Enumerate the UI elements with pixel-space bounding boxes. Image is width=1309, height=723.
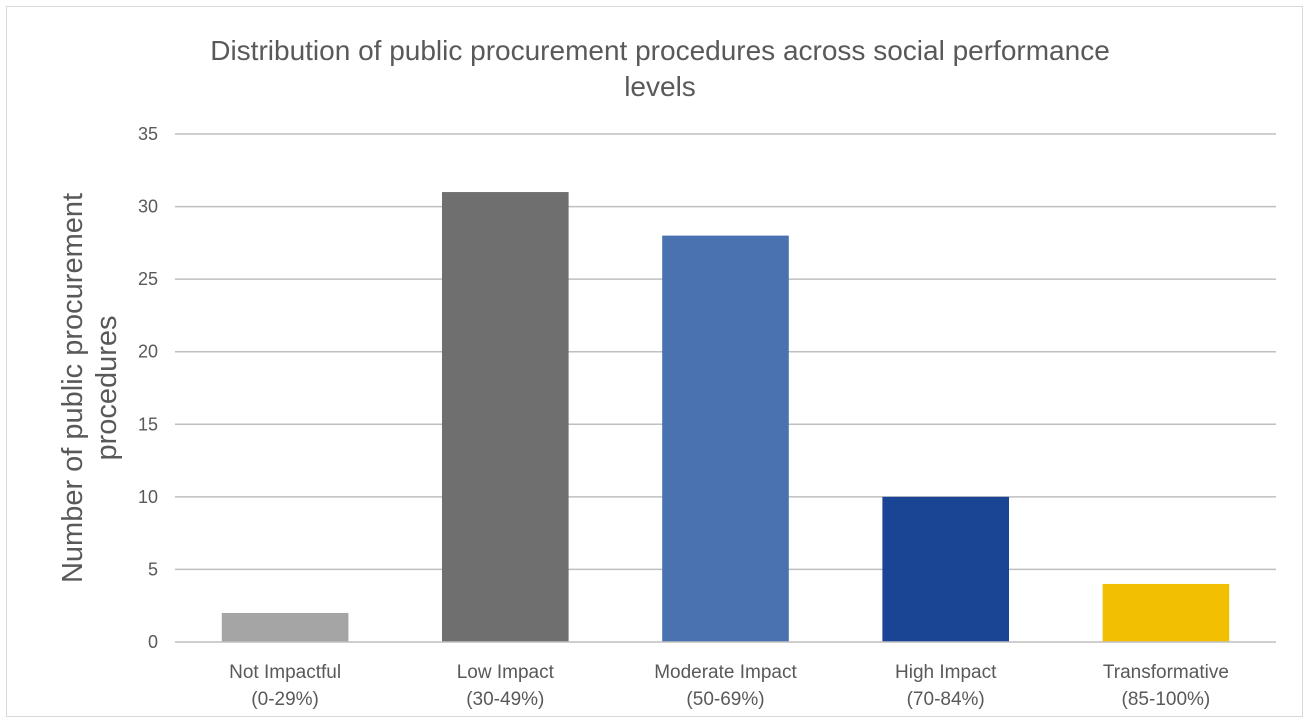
y-tick-labels: 0 5 10 15 20 25 30 35 xyxy=(138,124,158,652)
x-tick-label-line-1: Low Impact xyxy=(457,662,555,683)
bar xyxy=(1102,583,1230,642)
bar xyxy=(221,612,349,642)
x-tick-label-line-1: High Impact xyxy=(895,662,997,683)
bar xyxy=(882,496,1010,642)
y-tick-label: 15 xyxy=(138,414,158,434)
x-tick-label-line-2: (85-100%) xyxy=(1122,689,1211,710)
x-tick-label-line-2: (30-49%) xyxy=(466,689,544,710)
chart-title-line-2: levels xyxy=(624,71,696,102)
bars xyxy=(221,192,1230,643)
y-axis-label-line-1: Number of public procurement xyxy=(57,193,89,583)
x-tick-label-line-1: Transformative xyxy=(1103,662,1229,683)
bar xyxy=(441,192,569,643)
chart-frame xyxy=(6,6,1303,717)
bar xyxy=(662,235,789,642)
x-tick-label-line-2: (70-84%) xyxy=(907,689,985,710)
y-tick-label: 10 xyxy=(138,487,158,507)
x-tick-label-line-1: Not Impactful xyxy=(229,662,341,683)
y-tick-label: 30 xyxy=(138,197,158,217)
y-tick-label: 35 xyxy=(138,124,158,144)
x-tick-label-line-2: (50-69%) xyxy=(686,689,764,710)
y-axis-label: Number of public procurement procedures xyxy=(57,193,123,583)
y-tick-label: 0 xyxy=(148,632,158,652)
y-axis-label-line-2: procedures xyxy=(91,315,123,460)
x-tick-label-line-2: (0-29%) xyxy=(251,689,319,710)
y-tick-label: 5 xyxy=(148,559,158,579)
chart-title-line-1: Distribution of public procurement proce… xyxy=(210,35,1110,66)
x-tick-label-line-1: Moderate Impact xyxy=(654,662,797,683)
y-tick-label: 20 xyxy=(138,342,158,362)
x-tick-labels: Not Impactful (0-29%) Low Impact (30-49%) Mo… xyxy=(229,662,1229,710)
y-tick-label: 25 xyxy=(138,269,158,289)
